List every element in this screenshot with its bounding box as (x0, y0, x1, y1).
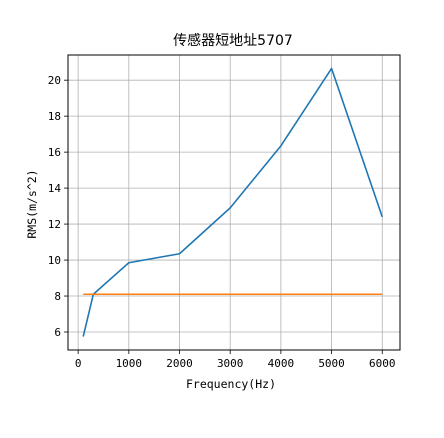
x-tick-label: 3000 (217, 357, 244, 370)
x-tick-label: 1000 (116, 357, 143, 370)
y-tick-label: 16 (48, 146, 61, 159)
chart-title: 传感器短地址5707 (173, 32, 293, 49)
x-tick-label: 4000 (268, 357, 295, 370)
y-axis-title: RMS(m/s^2) (25, 169, 39, 238)
x-tick-label: 2000 (166, 357, 193, 370)
y-tick-label: 12 (48, 218, 61, 231)
x-tick-label: 6000 (369, 357, 396, 370)
x-axis-title: Frequency(Hz) (186, 377, 276, 391)
y-tick-label: 14 (48, 182, 62, 195)
y-tick-label: 8 (54, 290, 61, 303)
grid-lines (68, 55, 400, 350)
y-tick-label: 20 (48, 74, 61, 87)
y-tick-label: 6 (54, 326, 61, 339)
axis-ticks: 0 1000 2000 3000 4000 5000 6000 6 8 10 12 14 16 18 20 (48, 74, 396, 370)
plot-frame (67, 54, 401, 351)
series-line-1 (82, 67, 384, 337)
data-series (82, 67, 384, 337)
y-tick-label: 18 (48, 110, 61, 123)
y-tick-label: 10 (48, 254, 61, 267)
x-tick-label: 5000 (318, 357, 345, 370)
x-tick-label: 0 (75, 357, 82, 370)
